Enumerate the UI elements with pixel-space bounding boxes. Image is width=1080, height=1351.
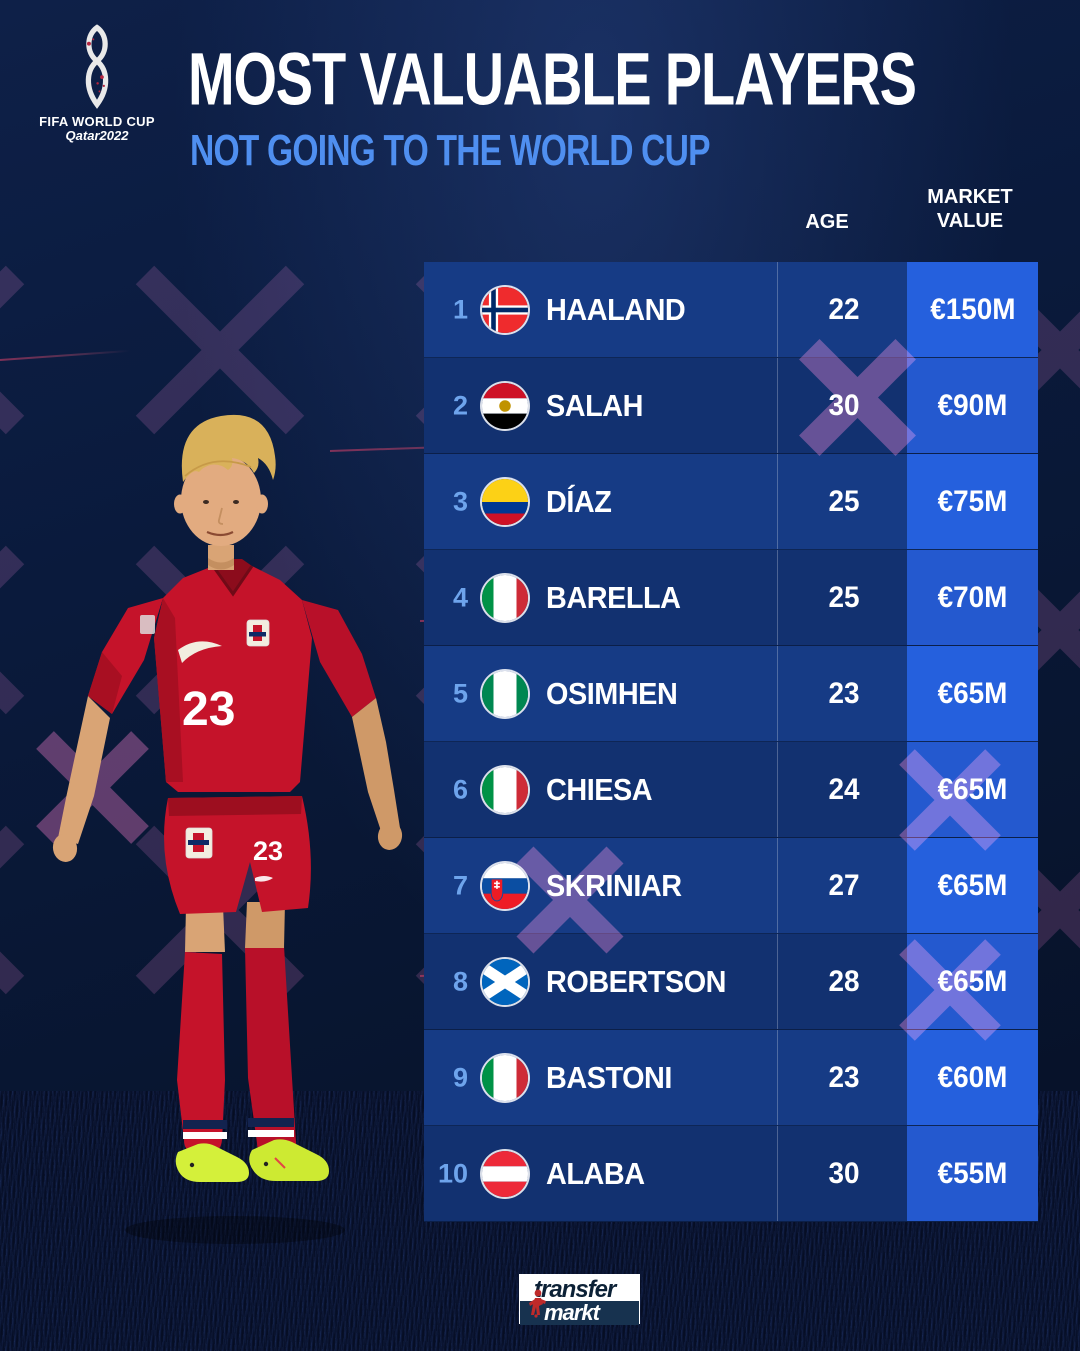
svg-text:23: 23 [182, 683, 235, 736]
svg-text:23: 23 [253, 836, 283, 866]
